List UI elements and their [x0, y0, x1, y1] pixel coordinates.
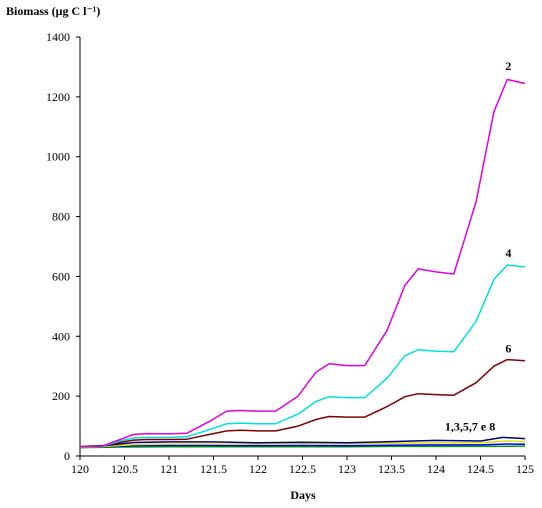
x-tick-label: 121.5 [200, 462, 227, 476]
x-tick-label: 122.5 [289, 462, 316, 476]
axes: 0 200 400 600 800 1000 1200 1400 120 120.5 121 121.… [46, 30, 534, 476]
series-line-minor-6 [79, 445, 526, 449]
series-line-2 [79, 78, 526, 448]
x-tick-label: 122 [249, 462, 267, 476]
x-tick-label: 123.5 [378, 462, 405, 476]
series-line-minor-3 [79, 436, 526, 448]
x-axis-title: Days [290, 488, 316, 502]
series-annotation: 2 [505, 59, 511, 73]
y-tick-label: 1000 [46, 150, 70, 164]
x-tick-label: 123 [338, 462, 356, 476]
series-line-4 [79, 264, 526, 448]
series-line-minor-4 [79, 440, 526, 448]
y-tick-label: 1400 [46, 30, 70, 44]
x-tick-label: 121 [160, 462, 178, 476]
series-line-minor-5 [79, 443, 526, 448]
y-tick-label: 600 [52, 269, 70, 283]
x-tick-label: 124 [427, 462, 445, 476]
y-tick-label: 0 [64, 449, 70, 463]
y-tick-label: 1200 [46, 90, 70, 104]
x-tick-label: 120.5 [111, 462, 138, 476]
x-tick-label: 124.5 [467, 462, 494, 476]
series-layer [79, 78, 526, 449]
y-tick-label: 200 [52, 389, 70, 403]
y-axis-title: Biomass (μg C l⁻¹) [6, 4, 100, 18]
series-line-6 [79, 358, 526, 448]
x-tick-label: 120 [71, 462, 89, 476]
series-annotation: 4 [505, 246, 511, 260]
x-tick-label: 125 [516, 462, 534, 476]
series-annotation: 6 [505, 342, 511, 356]
annotation-layer: 2 4 6 1,3,5,7 e 8 [445, 59, 512, 434]
y-tick-label: 400 [52, 329, 70, 343]
series-annotation: 1,3,5,7 e 8 [445, 420, 495, 434]
y-tick-label: 800 [52, 210, 70, 224]
